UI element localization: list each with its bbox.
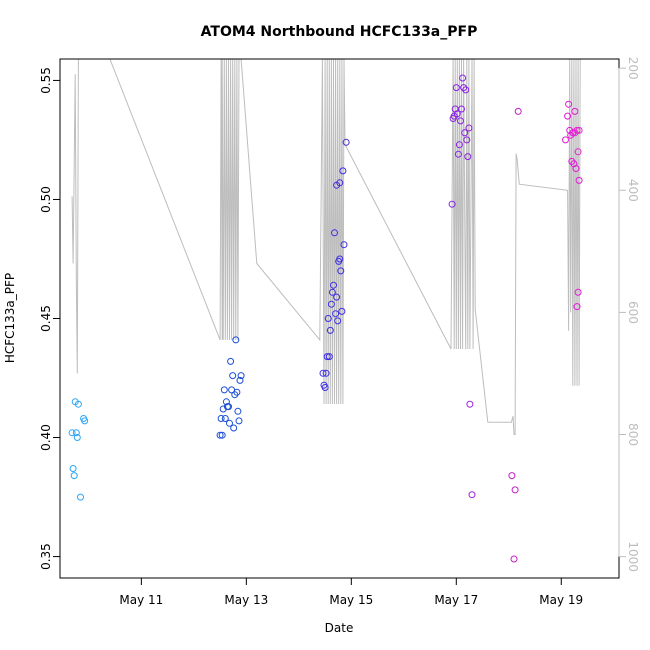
data-point — [562, 136, 569, 144]
x-tick-label: May 11 — [119, 593, 163, 607]
x-tick-label: May 15 — [329, 593, 373, 607]
data-point — [564, 112, 572, 120]
data-point — [463, 136, 471, 144]
data-point — [328, 288, 336, 296]
secondary-tick-label: 400 — [626, 179, 640, 202]
data-point — [327, 300, 335, 308]
secondary-tick-label: 800 — [626, 423, 640, 446]
data-point — [216, 431, 224, 439]
data-point — [342, 138, 350, 146]
data-point — [514, 107, 522, 115]
data-point — [468, 491, 476, 499]
data-point — [330, 281, 337, 289]
pressure-trace-line — [71, 59, 581, 435]
data-point — [508, 472, 516, 480]
data-point — [324, 315, 332, 322]
data-point — [454, 150, 462, 158]
y-tick-label: 0.40 — [39, 424, 53, 451]
data-point — [237, 372, 245, 380]
data-point — [326, 326, 334, 334]
data-point — [322, 369, 330, 377]
data-point — [323, 353, 331, 361]
data-point — [575, 126, 583, 134]
data-point — [571, 107, 579, 115]
x-tick-label: May 13 — [224, 593, 268, 607]
data-point — [227, 357, 235, 365]
data-point — [565, 100, 573, 108]
secondary-tick-label: 200 — [626, 57, 640, 80]
data-point — [218, 431, 226, 439]
data-point — [334, 317, 342, 325]
data-point — [332, 310, 340, 318]
secondary-tick-label: 600 — [626, 301, 640, 324]
data-point — [69, 465, 77, 472]
data-point — [77, 493, 84, 501]
data-point — [572, 165, 580, 172]
data-point — [74, 400, 82, 408]
points-layer — [68, 74, 583, 563]
data-point — [220, 386, 228, 394]
data-point — [511, 486, 519, 494]
data-point — [333, 293, 341, 301]
axes-layer: May 11 May 13 May 15 May 17 May 19 0.35 0.40 0.… — [39, 57, 640, 607]
data-point — [226, 419, 233, 427]
data-point — [225, 403, 232, 411]
data-point — [81, 417, 89, 425]
data-point — [217, 415, 225, 422]
y-axis-label: HCFC133a_PFP — [3, 273, 17, 363]
data-point — [232, 336, 240, 344]
x-axis-label: Date — [325, 621, 354, 635]
data-point — [462, 86, 470, 94]
data-point — [459, 74, 467, 82]
data-point — [230, 424, 238, 432]
data-point — [466, 400, 474, 408]
data-point — [233, 388, 241, 396]
data-point — [325, 353, 333, 361]
data-point — [236, 376, 244, 384]
data-point — [336, 255, 344, 263]
data-point — [465, 124, 473, 132]
data-point — [510, 555, 518, 563]
data-point — [338, 307, 346, 315]
data-point — [458, 105, 465, 113]
data-point — [573, 303, 581, 311]
data-point — [455, 141, 463, 149]
x-tick-label: May 19 — [539, 593, 583, 607]
y-tick-label: 0.50 — [39, 186, 53, 213]
data-point — [336, 179, 344, 187]
data-point — [337, 267, 345, 275]
data-point — [464, 153, 472, 161]
data-point — [457, 117, 464, 125]
chart-title: ATOM4 Northbound HCFC133a_PFP — [201, 24, 478, 40]
data-point — [321, 384, 329, 391]
y-tick-label: 0.55 — [39, 67, 53, 94]
x-tick-label: May 17 — [434, 593, 478, 607]
y-tick-label: 0.45 — [39, 305, 53, 332]
data-point — [73, 434, 81, 441]
data-point — [339, 167, 347, 175]
data-point — [574, 288, 582, 296]
data-point — [574, 148, 582, 156]
data-point — [235, 417, 243, 425]
data-point — [331, 229, 338, 237]
data-point — [453, 110, 461, 118]
data-point — [319, 369, 327, 377]
pressure-trace-layer — [71, 59, 581, 435]
data-point — [461, 129, 469, 137]
data-point — [340, 241, 348, 249]
data-point — [448, 200, 456, 208]
data-point — [234, 407, 242, 415]
data-point — [68, 429, 76, 437]
data-point — [70, 472, 78, 480]
data-point — [221, 415, 229, 422]
data-point — [229, 372, 237, 380]
y-tick-label: 0.35 — [39, 543, 53, 570]
data-point — [460, 84, 468, 92]
secondary-tick-label: 1000 — [626, 541, 640, 572]
data-point — [452, 84, 460, 92]
data-point — [573, 126, 581, 134]
data-point — [72, 429, 80, 437]
data-point — [575, 176, 583, 184]
